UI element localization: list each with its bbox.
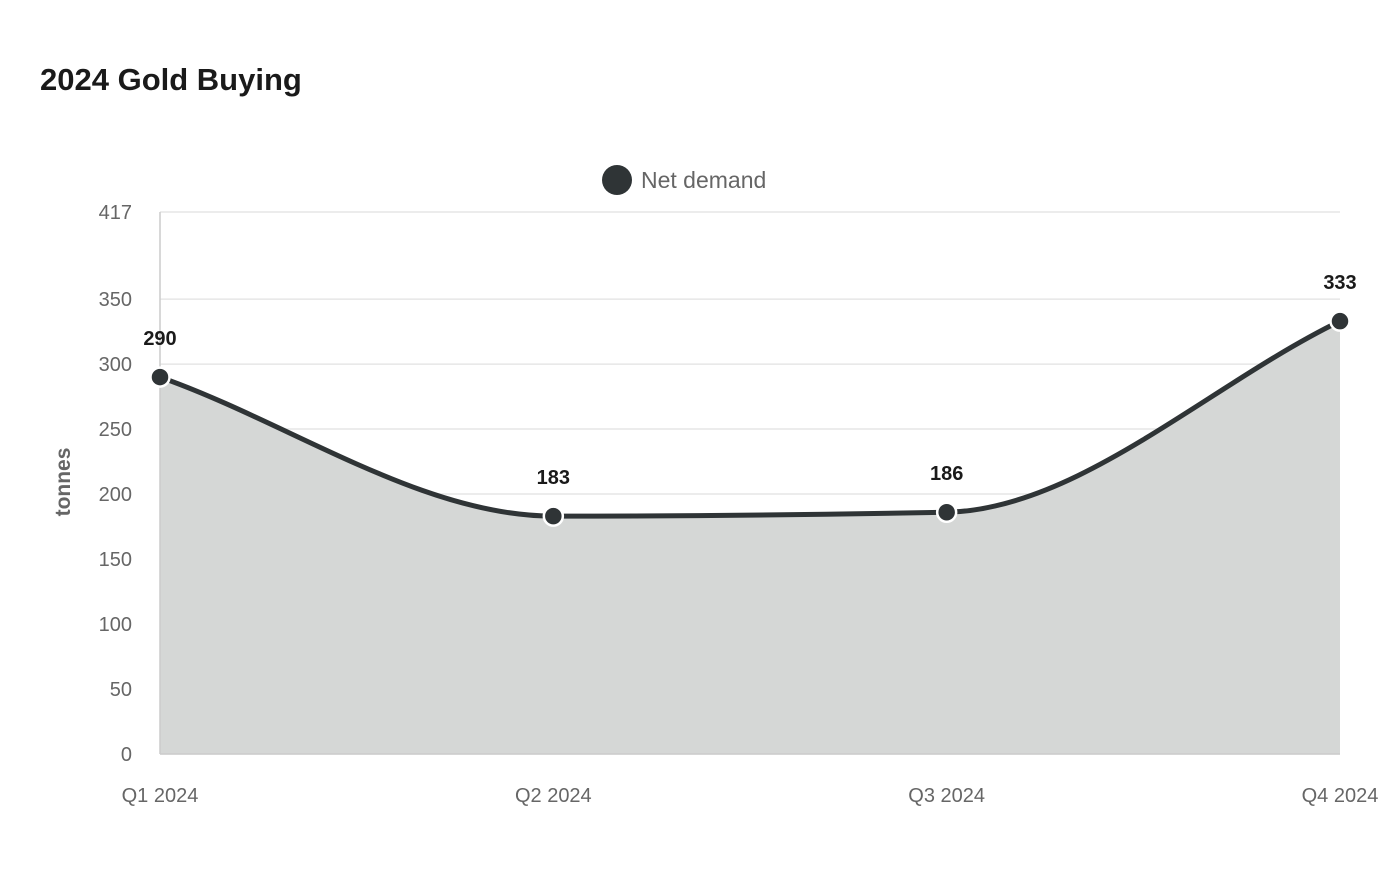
y-tick-label-350: 350 bbox=[99, 289, 132, 311]
y-tick-label-150: 150 bbox=[99, 549, 132, 571]
data-label-3: 186 bbox=[930, 463, 963, 485]
series-line-net-demand bbox=[157, 318, 1343, 519]
data-label-1: 290 bbox=[143, 328, 176, 350]
legend-label-net-demand: Net demand bbox=[641, 167, 766, 193]
y-tick-label-200: 200 bbox=[99, 484, 132, 506]
y-tick-label-0: 0 bbox=[121, 744, 132, 766]
data-point-1 bbox=[149, 366, 171, 388]
y-tick-label-50: 50 bbox=[110, 679, 132, 701]
y-axis-label: tonnes bbox=[52, 448, 75, 517]
data-point-2 bbox=[542, 505, 565, 527]
x-tick-label-4: Q4 2024 bbox=[1302, 785, 1379, 807]
x-tick-label-1: Q1 2024 bbox=[122, 785, 199, 807]
y-tick-label-250: 250 bbox=[99, 419, 132, 441]
data-point-4 bbox=[1329, 310, 1351, 332]
legend: Net demand bbox=[602, 165, 766, 195]
x-tick-label-2: Q2 2024 bbox=[515, 785, 592, 807]
data-labels: 290 183 186 333 bbox=[143, 272, 1356, 489]
axes bbox=[159, 212, 1340, 755]
data-label-2: 183 bbox=[537, 467, 570, 489]
y-tick-label-300: 300 bbox=[99, 354, 132, 376]
y-axis-ticks: 0 50 100 150 200 250 300 350 417 bbox=[99, 202, 132, 766]
data-point-3 bbox=[935, 501, 958, 523]
y-tick-label-100: 100 bbox=[99, 614, 132, 636]
x-tick-label-3: Q3 2024 bbox=[908, 785, 985, 807]
data-points bbox=[149, 310, 1351, 527]
y-tick-label-417: 417 bbox=[99, 202, 132, 224]
chart-title: 2024 Gold Buying bbox=[40, 62, 302, 97]
data-label-4: 333 bbox=[1323, 272, 1356, 294]
area-fill-net-demand bbox=[160, 321, 1340, 754]
x-axis-ticks: Q1 2024 Q2 2024 Q3 2024 Q4 2024 bbox=[122, 785, 1379, 807]
legend-swatch-net-demand bbox=[602, 165, 632, 195]
